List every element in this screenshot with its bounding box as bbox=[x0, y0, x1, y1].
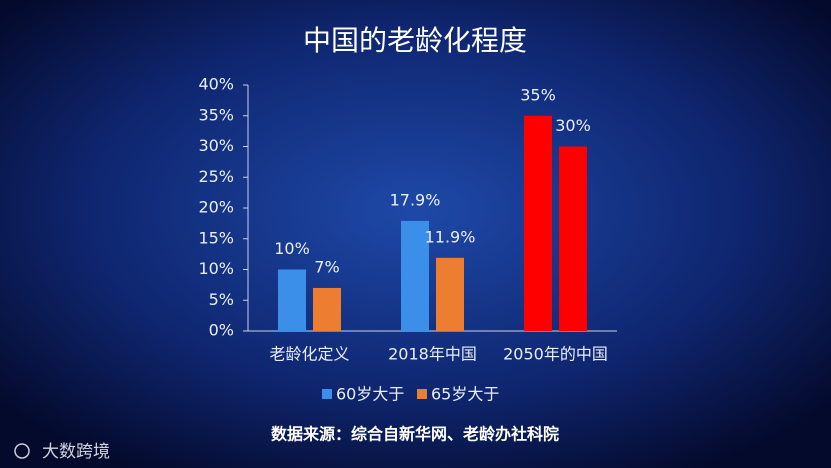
legend-swatch bbox=[417, 389, 427, 399]
bar bbox=[401, 220, 429, 331]
y-tick-label: 25% bbox=[198, 167, 234, 186]
y-tick-label: 5% bbox=[209, 290, 234, 309]
x-tick-label: 老龄化定义 bbox=[269, 345, 349, 364]
bar bbox=[559, 146, 587, 331]
chart-title: 中国的老龄化程度 bbox=[303, 24, 527, 57]
value-label: 17.9% bbox=[390, 190, 441, 209]
value-label: 7% bbox=[314, 257, 339, 276]
legend-swatch bbox=[322, 389, 332, 399]
y-tick-label: 0% bbox=[209, 321, 234, 340]
value-label: 10% bbox=[274, 239, 310, 258]
y-tick-label: 10% bbox=[198, 259, 234, 278]
value-label: 11.9% bbox=[425, 227, 476, 246]
x-tick-label: 2018年中国 bbox=[388, 345, 477, 364]
y-tick-label: 40% bbox=[198, 75, 234, 94]
legend-label: 60岁大于 bbox=[336, 385, 404, 404]
x-tick-label: 2050年的中国 bbox=[503, 345, 608, 364]
y-tick-label: 20% bbox=[198, 198, 234, 217]
bar bbox=[278, 269, 306, 331]
bar bbox=[436, 257, 464, 331]
y-tick-label: 30% bbox=[198, 136, 234, 155]
y-tick-label: 35% bbox=[198, 105, 234, 124]
legend-label: 65岁大于 bbox=[431, 385, 499, 404]
watermark: 大数跨境 bbox=[42, 442, 110, 462]
bar bbox=[313, 287, 341, 331]
value-label: 35% bbox=[520, 85, 556, 104]
watermark-logo bbox=[14, 443, 30, 459]
value-label: 30% bbox=[555, 116, 591, 135]
source: 数据来源：综合自新华网、老龄办社科院 bbox=[271, 425, 559, 444]
bar bbox=[524, 115, 552, 331]
y-tick-label: 15% bbox=[198, 228, 234, 247]
